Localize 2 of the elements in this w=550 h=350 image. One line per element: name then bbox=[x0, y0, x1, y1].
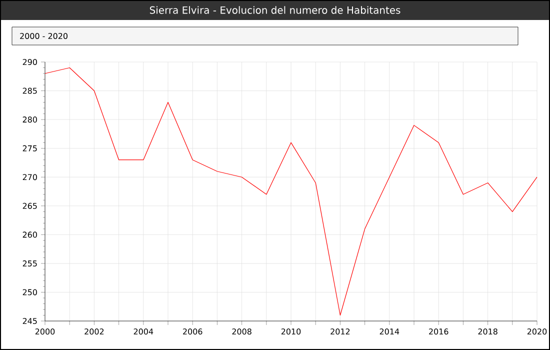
chart-title: Sierra Elvira - Evolucion del numero de Habitantes bbox=[150, 6, 400, 14]
line-series bbox=[44, 67, 538, 316]
